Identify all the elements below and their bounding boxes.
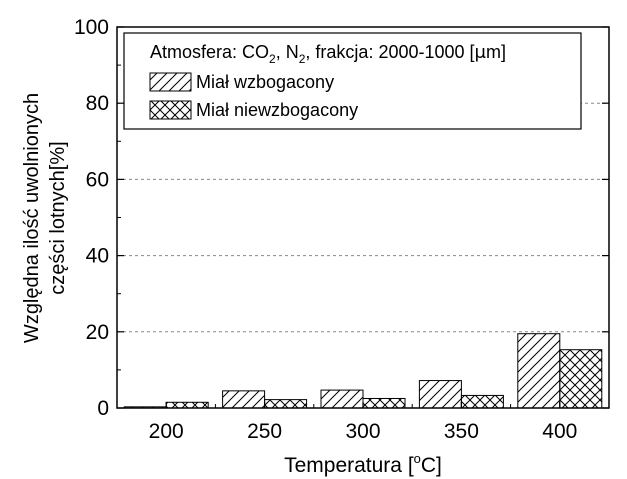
y-tick-label: 80 [86,92,109,115]
legend-title-part: μ [475,42,487,63]
bar-unenriched-250 [264,399,308,409]
legend-swatch-unenriched [149,100,192,120]
x-tick-label: 300 [345,420,380,443]
bar-enriched-250 [222,390,266,409]
legend-title-part: m] [486,42,506,62]
x-tick-label: 400 [542,420,577,443]
bar-unenriched-200 [165,401,209,409]
legend-title-part: , frakcja: 2000-1000 [ [305,42,474,62]
x-axis-label-superscript: o [414,451,421,466]
legend-title: Atmosfera: CO2, N2, frakcja: 2000-1000 [… [150,42,506,66]
x-axis-ticks: 200 250 300 350 400 [149,402,577,443]
legend-title-subscript: 2 [269,52,276,66]
y-tick-label: 60 [86,168,109,191]
legend-label-unenriched: Miał niewzbogacony [196,100,358,120]
bar-unenriched-350 [460,394,504,409]
bar-enriched-400 [517,333,561,409]
bar-enriched-350 [418,380,462,409]
legend-title-part: , N [276,42,299,62]
x-axis-label: Temperatura [oC] [284,451,442,477]
bars [123,333,603,409]
y-axis-label-line1: Względna ilość uwolnionych [21,93,43,343]
x-tick-label: 350 [444,420,479,443]
x-axis-label-unit: C] [421,454,442,477]
legend-swatch-enriched [149,72,192,92]
bar-unenriched-400 [559,349,603,409]
bar-enriched-300 [320,389,364,409]
legend-title-subscript: 2 [299,52,306,66]
y-tick-label: 100 [74,16,109,39]
bar-unenriched-300 [362,397,406,409]
legend-label-enriched: Miał wzbogacony [196,72,334,92]
y-axis-label-line2: części lotnych[%] [47,141,69,294]
y-tick-label: 20 [86,321,109,344]
x-tick-label: 250 [247,420,282,443]
y-tick-label: 40 [86,245,109,268]
legend-title-part: Atmosfera: CO [150,42,269,62]
legend-box [123,32,582,130]
y-tick-label: 0 [97,397,109,420]
legend: Atmosfera: CO2, N2, frakcja: 2000-1000 [… [123,32,582,130]
grid-lines [117,102,609,333]
y-axis-ticks: 0 20 40 60 80 100 [74,16,609,420]
x-axis-label-main: Temperatura [ [284,454,414,477]
x-tick-label: 200 [149,420,184,443]
